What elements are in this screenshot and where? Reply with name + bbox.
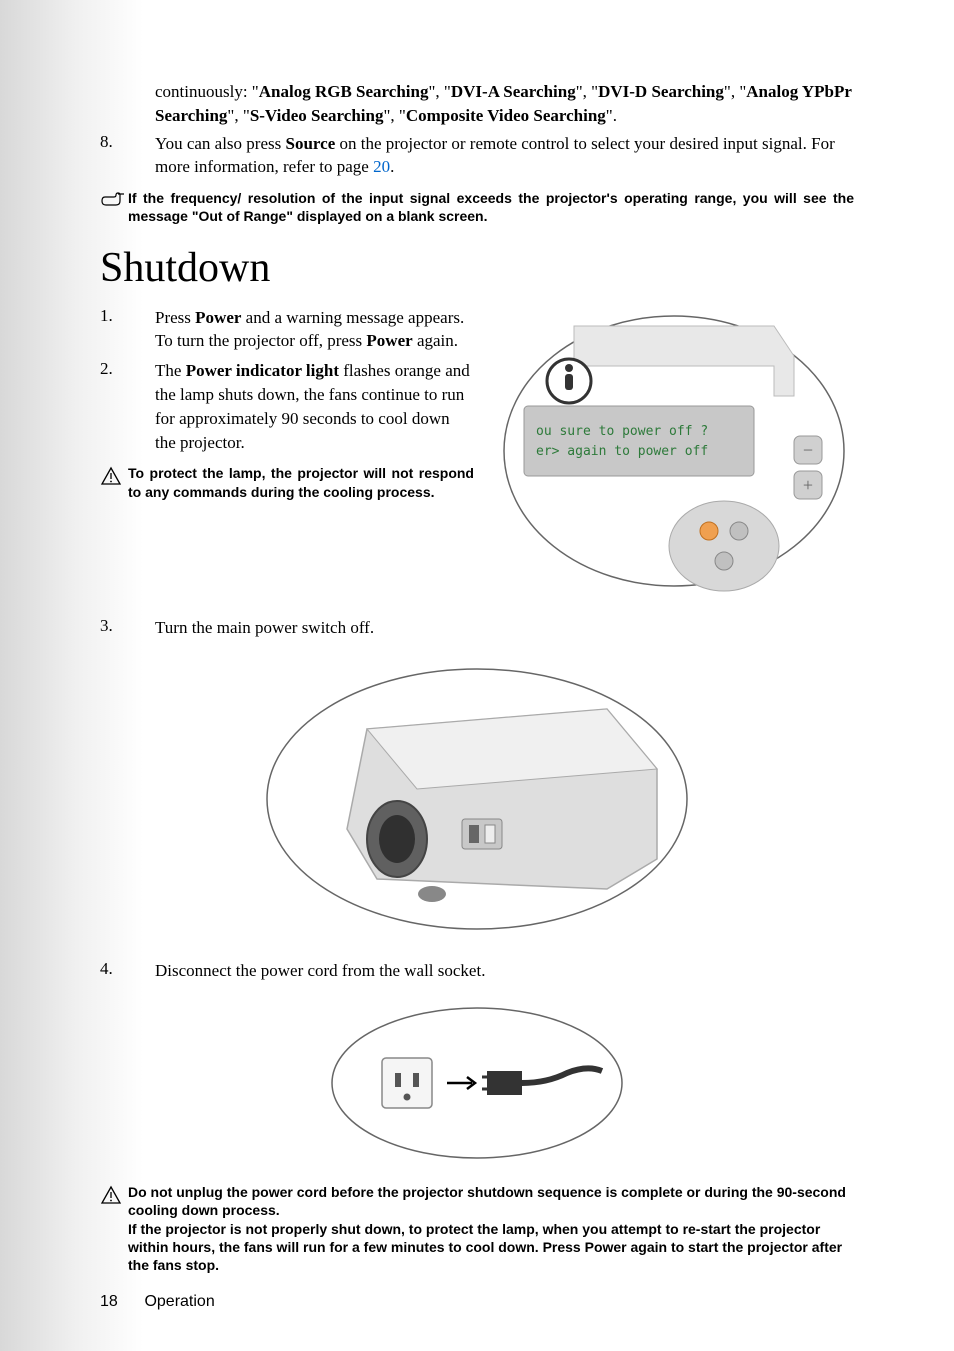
svg-text:−: − [803, 440, 813, 460]
right-column: − + ou sure to power off ? er> again to … [494, 306, 854, 596]
power-off-popup-figure: − + ou sure to power off ? er> again to … [494, 306, 854, 596]
step-number: 3. [100, 616, 155, 640]
power-label: Power [366, 331, 412, 350]
search-mode-6: Composite Video Searching [406, 106, 606, 125]
warning-text: Do not unplug the power cord before the … [128, 1183, 854, 1274]
step-number: 4. [100, 959, 155, 983]
page-footer: 18 Operation [100, 1293, 215, 1311]
svg-text:+: + [803, 475, 813, 495]
page-link[interactable]: 20 [373, 157, 390, 176]
power-switch-figure [100, 659, 854, 939]
power-label: Power [195, 308, 241, 327]
page-content: continuously: "Analog RGB Searching", "D… [100, 80, 854, 1274]
left-column: 1. Press Power and a warning message app… [100, 306, 474, 596]
popup-line-1: ou sure to power off ? [536, 424, 708, 439]
warning-unplug: Do not unplug the power cord before the … [100, 1183, 854, 1274]
search-mode-5: S-Video Searching [250, 106, 384, 125]
continuation-text: continuously: "Analog RGB Searching", "D… [155, 80, 854, 128]
step-text: Turn the main power switch off. [155, 616, 854, 640]
step-2: 2. The Power indicator light flashes ora… [100, 359, 474, 454]
step-number: 8. [100, 132, 155, 180]
warning-text: To protect the lamp, the projector will … [128, 464, 474, 500]
warning-triangle-icon [100, 466, 128, 491]
step-4: 4. Disconnect the power cord from the wa… [100, 959, 854, 983]
shutdown-steps-row: 1. Press Power and a warning message app… [100, 306, 854, 596]
source-label: Source [286, 134, 336, 153]
section-name: Operation [144, 1293, 214, 1310]
step-1: 1. Press Power and a warning message app… [100, 306, 474, 354]
hand-pointing-icon [100, 191, 128, 216]
search-mode-2: DVI-A Searching [451, 82, 576, 101]
search-mode-1: Analog RGB Searching [259, 82, 429, 101]
note-text: If the frequency/ resolution of the inpu… [128, 189, 854, 225]
search-mode-3: DVI-D Searching [598, 82, 724, 101]
warning-lamp: To protect the lamp, the projector will … [100, 464, 474, 500]
unplug-figure [100, 1003, 854, 1163]
page-number: 18 [100, 1293, 140, 1311]
step-8: 8. You can also press Source on the proj… [100, 132, 854, 180]
text: continuously: " [155, 82, 259, 101]
step-text: Press Power and a warning message appear… [155, 306, 474, 354]
step-number: 2. [100, 359, 155, 454]
step-3: 3. Turn the main power switch off. [100, 616, 854, 640]
note-frequency: If the frequency/ resolution of the inpu… [100, 189, 854, 225]
popup-line-2: er> again to power off [536, 444, 708, 459]
power-indicator-label: Power indicator light [186, 361, 339, 380]
step-text: The Power indicator light flashes orange… [155, 359, 474, 454]
step-text: Disconnect the power cord from the wall … [155, 959, 854, 983]
step-number: 1. [100, 306, 155, 354]
shutdown-heading: Shutdown [100, 244, 854, 292]
step-text: You can also press Source on the project… [155, 132, 854, 180]
warning-triangle-icon [100, 1185, 128, 1210]
